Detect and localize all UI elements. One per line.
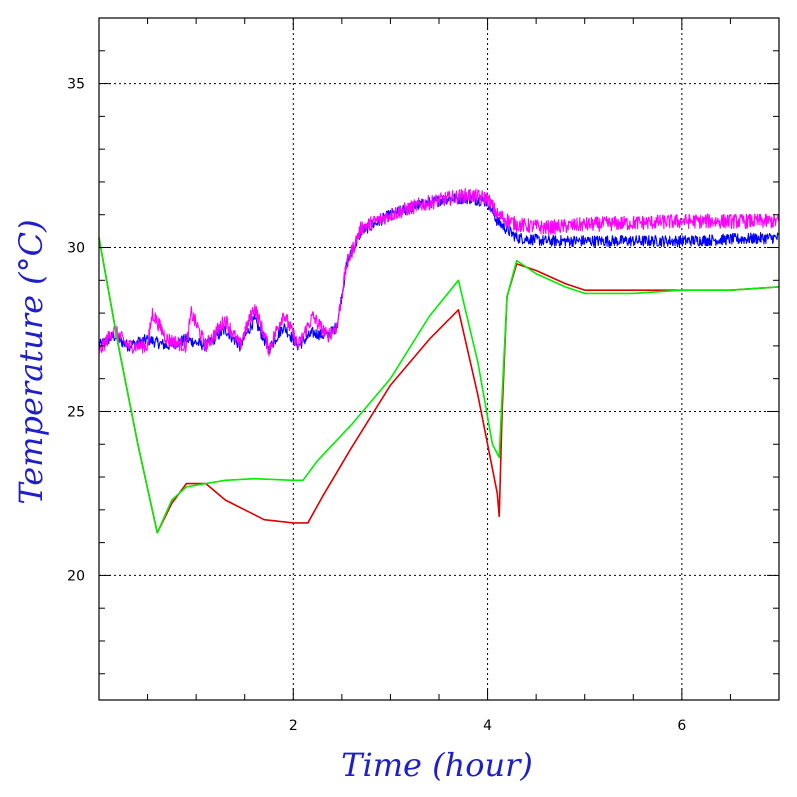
series-line-3 — [98, 237, 780, 534]
grid-lines — [99, 18, 779, 700]
series-line-2 — [98, 187, 780, 357]
x-axis-title: Time (hour) — [341, 746, 533, 784]
y-tick-label: 30 — [67, 241, 85, 257]
y-tick-label: 25 — [67, 404, 85, 420]
y-tick-label: 20 — [67, 568, 85, 584]
x-tick-label: 4 — [483, 718, 492, 734]
series-group — [98, 187, 780, 534]
x-tick-label: 6 — [677, 718, 686, 734]
y-tick-label: 35 — [67, 77, 85, 93]
x-tick-label: 2 — [289, 718, 298, 734]
series-line-4 — [98, 237, 780, 534]
axis-ticks: 2 4 6 20 25 30 35 — [67, 17, 779, 734]
y-axis-title: Temperature (°C) — [12, 219, 50, 504]
